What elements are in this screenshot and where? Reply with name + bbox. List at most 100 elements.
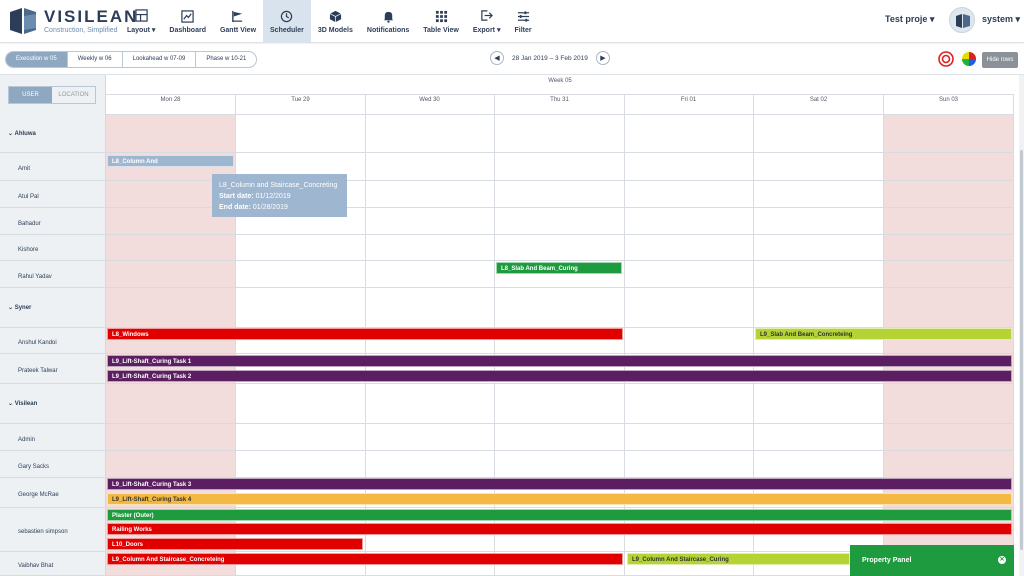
app-name: VISILEAN (44, 6, 139, 26)
resource-label[interactable]: Kishore (18, 247, 39, 253)
day-header: Tue 29 (236, 95, 366, 115)
table-row (0, 261, 1014, 288)
day-header: Wed 30 (365, 95, 495, 115)
nav-3d-models[interactable]: 3D Models (311, 0, 360, 43)
table-icon (435, 10, 447, 22)
color-wheel-icon[interactable] (962, 52, 976, 66)
table-row (0, 508, 1014, 552)
avatar[interactable] (949, 7, 975, 33)
nav-notifications[interactable]: Notifications (360, 0, 416, 43)
nav-filter[interactable]: Filter (507, 0, 538, 43)
app-tagline: Construction, Simplified (44, 26, 118, 34)
task-bar[interactable]: L9_Column And Staircase_Curing (627, 553, 850, 565)
view-weekly[interactable]: Weekly w 06 (68, 52, 123, 67)
task-bar[interactable]: L9_Slab And Beam_Concreteing (755, 328, 1012, 340)
day-header: Sat 02 (754, 95, 884, 115)
close-icon[interactable]: ✕ (998, 556, 1006, 564)
chevron-down-icon[interactable]: ⌄ (8, 305, 15, 311)
prev-week-button[interactable]: ◀ (490, 51, 504, 65)
task-bar[interactable]: L9_Lift-Shaft_Curing Task 1 (107, 355, 1012, 367)
day-header: Sun 03 (884, 95, 1014, 115)
property-panel[interactable]: Property Panel ✕ (850, 545, 1014, 576)
task-bar[interactable]: L8_Windows (107, 328, 623, 340)
group-row (0, 115, 1014, 153)
task-bar[interactable]: L8_Slab And Beam_Curing (496, 262, 622, 274)
day-header: Mon 28 (106, 95, 236, 115)
day-column[interactable] (495, 115, 625, 576)
week-header: Week 05 (106, 75, 1014, 95)
view-lookahead[interactable]: Lookahead w 07-09 (123, 52, 197, 67)
task-bar[interactable]: L8_Column And (107, 155, 234, 167)
resource-label[interactable]: Anshul Kandoi (18, 340, 57, 346)
dashboard-icon (181, 9, 194, 23)
toggle-location[interactable]: LOCATION (58, 92, 89, 98)
chevron-right-icon: ▶ (600, 55, 606, 62)
view-selector: Execution w 05 Weekly w 06 Lookahead w 0… (5, 51, 258, 68)
resource-label[interactable]: Admin (18, 436, 36, 443)
table-row (0, 478, 1014, 508)
nav-dashboard[interactable]: Dashboard (162, 0, 213, 43)
scrollbar-thumb[interactable] (1020, 150, 1023, 550)
property-panel-title: Property Panel (862, 557, 912, 564)
hide-rows-button[interactable]: Hide rows (982, 52, 1018, 68)
day-column[interactable] (236, 115, 366, 576)
scheduler-toolbar: Execution w 05 Weekly w 06 Lookahead w 0… (0, 44, 1024, 75)
view-execution[interactable]: Execution w 05 (6, 52, 68, 67)
resource-label[interactable]: Gary Sacks (18, 463, 50, 470)
resource-label[interactable]: George McRae (18, 492, 59, 498)
main-nav: Layout ▾ Dashboard Gantt View Scheduler … (120, 0, 539, 43)
resource-label[interactable]: Vaibhav Bhat (18, 563, 54, 569)
layout-icon (135, 9, 148, 22)
date-range: 28 Jan 2019 – 3 Feb 2019 (512, 54, 588, 62)
user-location-toggle: USER LOCATION (8, 86, 96, 104)
resource-label[interactable]: sebastien simpson (18, 529, 68, 535)
user-menu[interactable]: system ▾ (982, 14, 1021, 24)
gantt-icon (232, 10, 243, 22)
task-bar[interactable]: L9_Lift-Shaft_Curing Task 3 (107, 478, 1012, 490)
nav-gantt-view[interactable]: Gantt View (213, 0, 263, 43)
task-bar[interactable]: L9_Column And Staircase_Concreteing (107, 553, 623, 565)
next-week-button[interactable]: ▶ (595, 51, 610, 65)
target-icon[interactable] (938, 51, 954, 67)
table-row (0, 451, 1014, 478)
tooltip-start: 01/12/2019 (255, 193, 291, 200)
table-row (0, 424, 1014, 451)
resource-label[interactable]: Bahadur (18, 220, 41, 227)
toolbar-icons (938, 51, 976, 67)
task-bar[interactable]: Plaster (Outer) (107, 509, 1012, 521)
group-label[interactable]: ⌄ Syner (8, 305, 32, 311)
view-phase[interactable]: Phase w 10-21 (206, 56, 247, 62)
app-logo[interactable]: VISILEAN Construction, Simplified (8, 6, 138, 36)
group-label[interactable]: ⌄ Visilean (8, 401, 38, 407)
day-column[interactable] (754, 115, 884, 576)
project-selector[interactable]: Test proje ▾ (885, 14, 935, 24)
task-bar[interactable]: L9_Lift-Shaft_Curing Task 4 (107, 493, 1012, 505)
table-row (0, 181, 1014, 208)
day-header: Fri 01 (624, 95, 754, 115)
group-label[interactable]: ⌄ Ahluwa (8, 131, 36, 137)
nav-scheduler[interactable]: Scheduler (263, 0, 311, 43)
toggle-user[interactable]: USER (9, 87, 52, 103)
resource-label[interactable]: Rahul Yadav (18, 273, 52, 280)
day-column[interactable] (624, 115, 754, 576)
chevron-down-icon[interactable]: ⌄ (8, 131, 15, 137)
task-bar[interactable]: Railing Works (107, 523, 1012, 535)
resource-label[interactable]: Prateek Talwar (18, 368, 58, 374)
avatar-logo-icon (956, 14, 970, 28)
nav-layout[interactable]: Layout ▾ (120, 0, 162, 43)
nav-export[interactable]: Export ▾ (466, 0, 508, 43)
nav-table-view[interactable]: Table View (416, 0, 466, 43)
task-bar[interactable]: L9_Lift-Shaft_Curing Task 2 (107, 370, 1012, 382)
table-row (0, 235, 1014, 261)
task-bar[interactable]: L10_Doors (107, 538, 363, 550)
tooltip-end-label: End date: (219, 204, 251, 211)
resource-panel: USER LOCATION (0, 75, 106, 576)
resource-label[interactable]: Atul Pal (18, 193, 39, 200)
task-tooltip: L8_Column and Staircase_Concreting Start… (212, 174, 347, 217)
tooltip-start-label: Start date: (219, 193, 254, 200)
chevron-down-icon[interactable]: ⌄ (8, 401, 15, 407)
day-column[interactable] (365, 115, 495, 576)
export-icon (481, 10, 494, 21)
tooltip-title: L8_Column and Staircase_Concreting (219, 182, 338, 189)
resource-label[interactable]: Amit (18, 166, 30, 172)
